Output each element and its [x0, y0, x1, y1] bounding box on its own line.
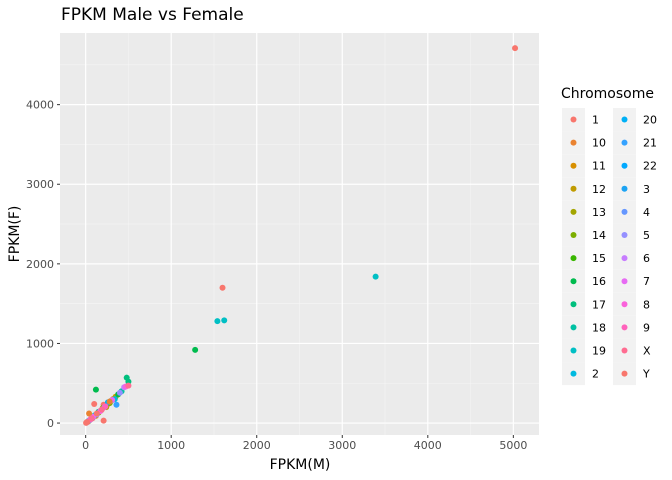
x-axis-ticks: 0 1000 2000 3000 4000 5000	[82, 435, 527, 452]
legend-marker	[621, 139, 628, 146]
x-tick-label: 3000	[328, 439, 356, 452]
legend-label: 11	[592, 160, 606, 173]
x-tick-label: 5000	[499, 439, 527, 452]
legend-label: 10	[592, 137, 606, 150]
legend-label: 2	[592, 368, 599, 381]
legend-marker	[570, 232, 577, 238]
data-point	[83, 419, 90, 426]
data-point	[86, 410, 93, 417]
legend-marker	[570, 278, 577, 285]
legend-label: 18	[592, 321, 606, 334]
legend-label: Y	[642, 368, 650, 381]
legend-marker	[621, 301, 628, 308]
legend: Chromosome 1 10 11 12 13 14 15 16 17 18 19 2 20 21 22 3…	[561, 86, 657, 386]
x-tick-label: 0	[82, 439, 89, 452]
data-point	[116, 389, 123, 396]
x-tick-label: 2000	[243, 439, 271, 452]
legend-marker	[570, 208, 577, 215]
data-point	[88, 415, 95, 422]
legend-label: 22	[643, 160, 657, 173]
legend-marker	[621, 324, 628, 331]
legend-label: 4	[643, 206, 650, 219]
chart-title: FPKM Male vs Female	[61, 5, 244, 25]
legend-marker	[570, 255, 577, 262]
data-point	[221, 317, 228, 324]
legend-marker	[621, 185, 628, 192]
y-tick-label: 2000	[26, 258, 54, 271]
legend-label: 5	[643, 229, 650, 242]
legend-label: 9	[643, 321, 650, 334]
data-point	[372, 273, 379, 280]
data-point	[100, 417, 107, 424]
data-point	[93, 410, 100, 417]
data-point	[92, 386, 99, 393]
data-point	[106, 398, 113, 405]
legend-label: 16	[592, 275, 606, 288]
legend-marker	[570, 162, 577, 169]
legend-marker	[570, 301, 577, 308]
data-point	[219, 284, 226, 291]
legend-label: 1	[592, 114, 599, 127]
legend-label: 12	[592, 183, 606, 196]
legend-marker	[621, 116, 628, 123]
data-point	[98, 406, 105, 413]
legend-label: 21	[643, 137, 657, 150]
legend-marker	[621, 278, 628, 285]
legend-label: 6	[643, 252, 650, 265]
legend-marker	[570, 324, 577, 331]
y-tick-label: 0	[47, 417, 54, 430]
legend-label: 14	[592, 229, 606, 242]
legend-marker	[621, 162, 628, 169]
legend-marker	[621, 232, 628, 238]
y-axis-label: FPKM(F)	[7, 206, 23, 263]
x-tick-label: 1000	[157, 439, 185, 452]
legend-label: 3	[643, 183, 650, 196]
data-points	[83, 45, 519, 426]
x-tick-label: 4000	[414, 439, 442, 452]
legend-label: 15	[592, 252, 606, 265]
legend-label: 8	[643, 298, 650, 311]
data-point	[91, 400, 98, 407]
data-point	[125, 382, 132, 389]
legend-marker	[621, 347, 628, 354]
y-tick-label: 4000	[26, 99, 54, 112]
legend-marker	[570, 139, 577, 146]
legend-label: 20	[643, 114, 657, 127]
legend-marker	[621, 255, 628, 262]
y-axis-ticks: 0 1000 2000 3000 4000	[26, 99, 60, 430]
data-point	[214, 318, 221, 325]
legend-marker	[570, 370, 577, 377]
legend-marker	[570, 116, 577, 123]
legend-marker	[570, 185, 577, 192]
legend-marker	[621, 208, 628, 215]
legend-label: 13	[592, 206, 606, 219]
data-point	[192, 346, 199, 353]
legend-label: X	[643, 345, 651, 358]
legend-label: 7	[643, 275, 650, 288]
grid-lines	[60, 33, 539, 435]
y-tick-label: 3000	[26, 178, 54, 191]
legend-label: 17	[592, 298, 606, 311]
legend-marker	[570, 347, 577, 354]
x-axis-label: FPKM(M)	[270, 457, 331, 473]
legend-title: Chromosome	[561, 86, 654, 102]
data-point	[512, 45, 519, 52]
data-point	[113, 401, 120, 408]
legend-label: 19	[592, 345, 606, 358]
y-tick-label: 1000	[26, 337, 54, 350]
legend-marker	[621, 370, 628, 377]
